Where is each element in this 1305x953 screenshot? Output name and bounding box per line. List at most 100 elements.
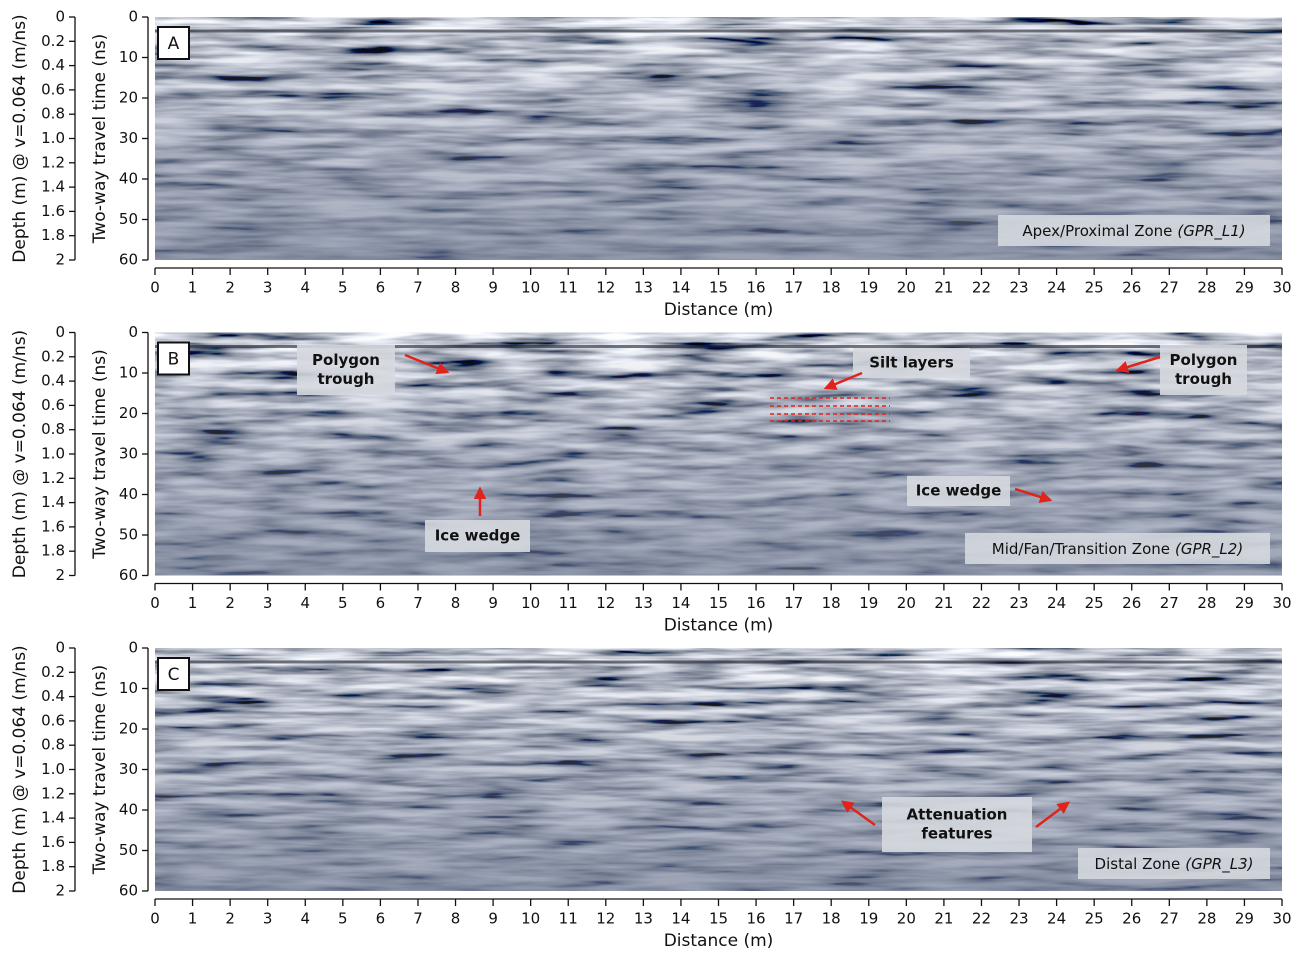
y-tick-label: 0 [128, 323, 138, 341]
x-tick-label: 22 [972, 279, 991, 297]
x-tick-label: 27 [1160, 910, 1179, 928]
x-tick-label: 24 [1047, 910, 1066, 928]
x-tick-label: 1 [188, 279, 198, 297]
x-tick-label: 26 [1122, 279, 1141, 297]
y2-tick-label: 1.2 [41, 469, 65, 487]
panel-letter-box [157, 26, 190, 60]
annotation-arrow [823, 371, 863, 390]
x-tick-label: 16 [747, 279, 766, 297]
annotation: trough [318, 370, 375, 388]
x-tick-label: 0 [150, 279, 160, 297]
x-tick-label: 23 [1009, 279, 1028, 297]
x-tick-label: 9 [488, 910, 498, 928]
x-tick-label: 29 [1235, 279, 1254, 297]
zone-label: Distal Zone (GPR_L3) [1095, 855, 1254, 874]
x-tick-label: 7 [413, 279, 423, 297]
x-tick-label: 12 [596, 279, 615, 297]
x-tick-label: 6 [376, 910, 386, 928]
y2-tick-label: 0 [55, 639, 65, 657]
y2-tick-label: 1.6 [41, 202, 65, 220]
y2-tick-label: 1.8 [41, 542, 65, 560]
panel-letter: A [168, 34, 180, 54]
y-tick-label: 40 [119, 485, 138, 503]
x-tick-label: 12 [596, 594, 615, 612]
x-tick-label: 5 [338, 910, 348, 928]
annotation: Ice wedge [435, 527, 521, 545]
y2-axis-label: Depth (m) @ v=0.064 (m/ns) [10, 645, 30, 893]
x-tick-label: 0 [150, 594, 160, 612]
x-tick-label: 5 [338, 594, 348, 612]
x-tick-label: 10 [521, 279, 540, 297]
y-tick-label: 50 [119, 841, 138, 859]
y2-tick-label: 0.4 [41, 56, 65, 74]
y2-tick-label: 2 [55, 251, 65, 269]
y-tick-label: 30 [119, 760, 138, 778]
x-tick-label: 13 [634, 910, 653, 928]
x-tick-label: 20 [897, 279, 916, 297]
annotation: Ice wedge [916, 482, 1002, 500]
x-tick-label: 27 [1160, 279, 1179, 297]
y2-tick-label: 0 [55, 323, 65, 341]
x-tick-label: 21 [934, 910, 953, 928]
annotation-arrow [840, 800, 876, 827]
annotation-arrow [1035, 801, 1070, 828]
annotation: Attenuation [907, 806, 1008, 824]
x-tick-label: 0 [150, 910, 160, 928]
y2-tick-label: 1.6 [41, 517, 65, 535]
x-tick-label: 25 [1085, 910, 1104, 928]
y-tick-label: 10 [119, 48, 138, 66]
x-tick-label: 6 [376, 594, 386, 612]
y2-tick-label: 0.4 [41, 372, 65, 390]
x-tick-label: 26 [1122, 910, 1141, 928]
y-tick-label: 10 [119, 364, 138, 382]
x-tick-label: 19 [859, 279, 878, 297]
zone-name: Mid/Fan/Transition Zone [992, 540, 1170, 558]
x-tick-label: 2 [225, 910, 235, 928]
x-tick-label: 21 [934, 594, 953, 612]
x-axis-label: Distance (m) [664, 616, 774, 636]
x-tick-label: 14 [671, 594, 690, 612]
annotation-box [425, 520, 530, 552]
y-tick-label: 60 [119, 251, 138, 269]
y-tick-label: 30 [119, 445, 138, 463]
x-tick-label: 2 [225, 594, 235, 612]
panel-letter: C [168, 665, 180, 685]
y-axis-label: Two-way travel time (ns) [90, 34, 110, 245]
x-tick-label: 24 [1047, 594, 1066, 612]
x-tick-label: 16 [747, 594, 766, 612]
x-tick-label: 17 [784, 594, 803, 612]
annotation-box [297, 345, 395, 395]
x-tick-label: 11 [559, 910, 578, 928]
x-tick-label: 15 [709, 279, 728, 297]
x-tick-label: 4 [300, 279, 310, 297]
x-tick-label: 7 [413, 910, 423, 928]
annotation-box [1160, 345, 1247, 395]
y2-tick-label: 1.8 [41, 226, 65, 244]
x-tick-label: 21 [934, 279, 953, 297]
x-tick-label: 14 [671, 910, 690, 928]
x-axis-label: Distance (m) [664, 931, 774, 951]
y-tick-label: 30 [119, 129, 138, 147]
panel-letter: B [168, 350, 180, 370]
x-tick-label: 9 [488, 279, 498, 297]
zone-name: Apex/Proximal Zone [1022, 222, 1172, 240]
y-tick-label: 50 [119, 210, 138, 228]
x-tick-label: 25 [1085, 594, 1104, 612]
y-tick-label: 10 [119, 679, 138, 697]
y-axis-label: Two-way travel time (ns) [90, 665, 110, 876]
y2-tick-label: 0.8 [41, 105, 65, 123]
zone-label: Apex/Proximal Zone (GPR_L1) [1022, 222, 1245, 241]
x-tick-label: 28 [1197, 910, 1216, 928]
y2-axis-label: Depth (m) @ v=0.064 (m/ns) [10, 14, 30, 262]
annotation-box [853, 348, 970, 378]
x-tick-label: 10 [521, 594, 540, 612]
x-tick-label: 20 [897, 910, 916, 928]
y2-tick-label: 1.4 [41, 809, 65, 827]
x-tick-label: 3 [263, 910, 273, 928]
y2-tick-label: 0 [55, 8, 65, 26]
y2-tick-label: 2 [55, 566, 65, 584]
x-tick-label: 16 [747, 910, 766, 928]
annotation-box [882, 797, 1032, 852]
y2-tick-label: 1.6 [41, 833, 65, 851]
